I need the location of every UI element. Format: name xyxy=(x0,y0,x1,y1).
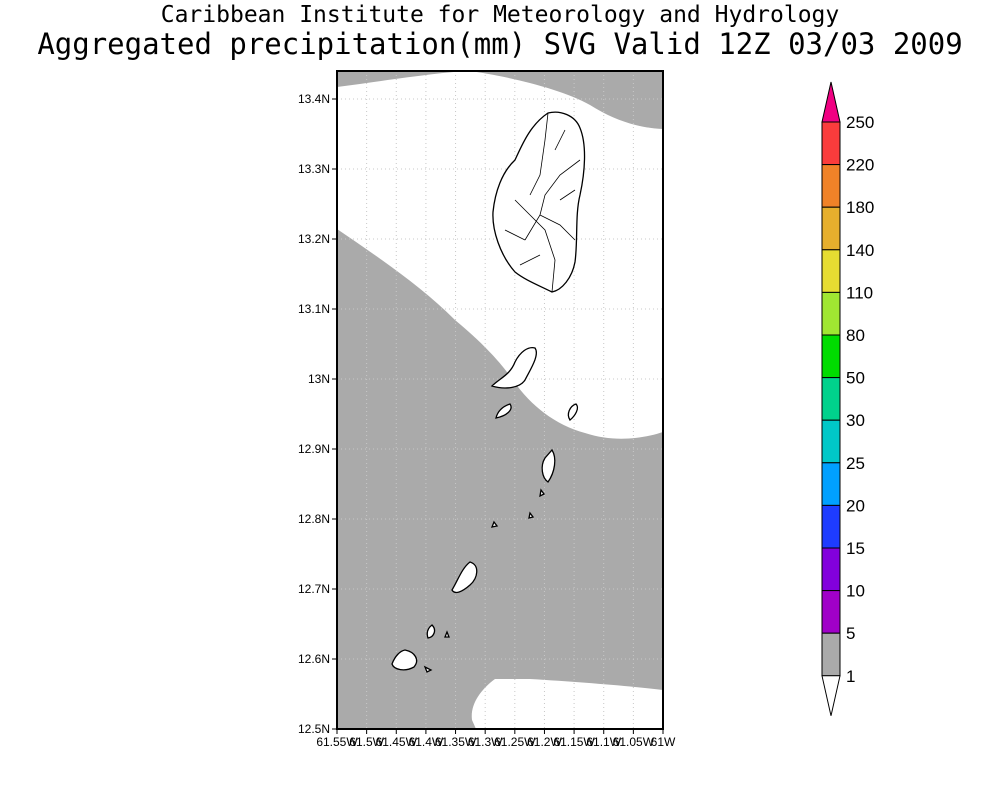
lon-tick-label: 61.25W xyxy=(494,735,536,749)
precipitation-colorbar: 250 220 180 140 110 80 50 30 25 20 15 10 5 1 xyxy=(821,81,874,716)
colorbar-label: 25 xyxy=(846,454,865,473)
colorbar-label: 110 xyxy=(846,283,873,302)
precip-region-main xyxy=(337,229,663,729)
colorbar-segment xyxy=(821,377,841,421)
colorbar-label: 20 xyxy=(846,496,865,515)
colorbar-label: 5 xyxy=(846,624,855,643)
st-lucia-island xyxy=(492,111,586,293)
lon-tick-label: 61.45W xyxy=(376,735,418,749)
lat-tick-label: 12.5N xyxy=(298,722,330,736)
lon-tick-label: 61.05W xyxy=(613,735,655,749)
lon-tick-label: 61.15W xyxy=(553,735,595,749)
lon-tick-label: 61W xyxy=(651,735,676,749)
chart-title: Caribbean Institute for Meteorology and … xyxy=(160,2,840,28)
lon-tick-label: 61.2W xyxy=(527,735,562,749)
colorbar-label: 50 xyxy=(846,369,865,388)
colorbar-low-arrow xyxy=(821,675,841,716)
lat-tick-label: 12.8N xyxy=(298,512,330,526)
st-vincent-grenadines-islands xyxy=(391,346,579,673)
lon-tick-label: 61.3W xyxy=(468,735,503,749)
colorbar-label: 80 xyxy=(846,326,865,345)
lat-tick-label: 13.1N xyxy=(298,302,330,316)
lat-tick-label: 13N xyxy=(308,372,330,386)
lat-tick-label: 12.7N xyxy=(298,582,330,596)
lon-tick-label: 61.1W xyxy=(586,735,621,749)
lon-tick-label: 61.5W xyxy=(349,735,384,749)
lat-tick-label: 12.9N xyxy=(298,442,330,456)
lat-tick-label: 13.3N xyxy=(298,162,330,176)
map-frame xyxy=(336,70,664,730)
colorbar-segment xyxy=(821,632,841,677)
colorbar-segment xyxy=(821,249,841,293)
colorbar-segment xyxy=(821,547,841,592)
latitude-axis: 13.4N 13.3N 13.2N 13.1N 13N 12.9N 12.8N 12.7N 12… xyxy=(298,92,337,736)
chart-subtitle: Aggregated precipitation(mm) SVG Valid 1… xyxy=(37,27,963,61)
colorbar-high-arrow xyxy=(821,81,841,123)
colorbar-label: 1 xyxy=(846,667,855,686)
colorbar-segment xyxy=(821,291,841,336)
colorbar-label: 10 xyxy=(846,582,865,601)
colorbar-label: 140 xyxy=(846,241,874,260)
longitude-axis: 61.55W61.5W61.45W61.4W61.35W61.3W61.25W6… xyxy=(316,729,676,749)
lon-tick-label: 61.35W xyxy=(435,735,477,749)
colorbar-segment xyxy=(821,334,841,379)
lat-tick-label: 13.4N xyxy=(298,92,330,106)
precip-region-north xyxy=(337,71,663,129)
map-grid xyxy=(337,71,663,729)
colorbar-segment xyxy=(821,419,841,464)
colorbar-segment xyxy=(821,206,841,251)
colorbar-segment xyxy=(821,121,841,166)
colorbar-label: 220 xyxy=(846,156,874,175)
colorbar-segment xyxy=(821,504,841,549)
colorbar-label: 15 xyxy=(846,539,865,558)
lon-tick-label: 61.55W xyxy=(316,735,358,749)
colorbar-label: 250 xyxy=(846,113,874,132)
lat-tick-label: 13.2N xyxy=(298,232,330,246)
lat-tick-label: 12.6N xyxy=(298,652,330,666)
colorbar-segment xyxy=(821,164,841,208)
colorbar-segment xyxy=(821,462,841,506)
colorbar-label: 30 xyxy=(846,411,865,430)
colorbar-segment xyxy=(821,590,841,634)
lon-tick-label: 61.4W xyxy=(409,735,444,749)
colorbar-label: 180 xyxy=(846,198,874,217)
